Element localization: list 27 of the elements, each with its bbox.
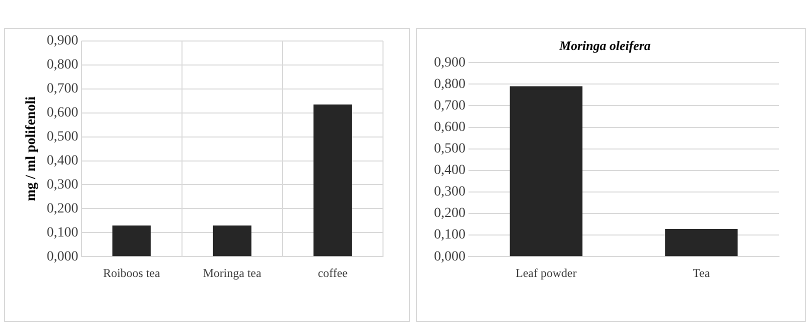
y-tick-label: 0,300 [46, 177, 78, 192]
y-tick-label: 0,200 [46, 201, 78, 216]
x-tick-label: Roiboos tea [103, 266, 161, 280]
chart-title: Moringa oleifera [558, 38, 652, 54]
y-tick-label: 0,000 [46, 249, 78, 264]
y-tick-label: 0,900 [46, 34, 78, 49]
y-tick-label: 0,200 [434, 206, 466, 222]
y-tick-label: 0,800 [46, 58, 78, 73]
y-tick-label: 0,700 [46, 82, 78, 97]
y-tick-label: 0,100 [46, 225, 78, 240]
y-tick-label: 0,500 [46, 129, 78, 144]
y-tick-label: 0,600 [434, 120, 466, 135]
y-tick-label: 0,800 [434, 76, 466, 92]
y-tick-label: 0,500 [434, 141, 466, 156]
y-axis-title: mg / ml polifenoli [24, 96, 40, 202]
y-tick-label: 0,400 [46, 153, 78, 168]
x-tick-label: Moringa tea [202, 266, 262, 280]
x-tick-label: coffee [318, 266, 348, 280]
y-tick-label: 0,400 [434, 163, 466, 178]
x-tick-label: Leaf powder [516, 266, 577, 280]
x-tick-label: Tea [692, 266, 711, 280]
y-tick-label: 0,300 [434, 184, 466, 200]
y-tick-label: 0,700 [434, 98, 466, 114]
y-tick-label: 0,100 [434, 228, 466, 243]
y-tick-label: 0,900 [434, 55, 466, 70]
y-tick-label: 0,000 [434, 249, 466, 264]
y-tick-label: 0,600 [46, 106, 78, 121]
